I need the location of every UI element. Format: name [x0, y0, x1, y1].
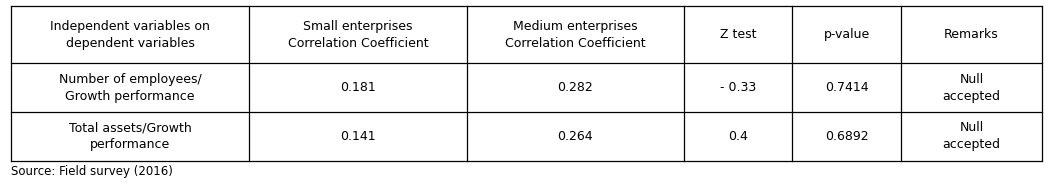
Text: 0.7414: 0.7414 [825, 81, 869, 94]
Text: Independent variables on
dependent variables: Independent variables on dependent varia… [50, 20, 209, 50]
Text: - 0.33: - 0.33 [720, 81, 756, 94]
Text: 0.4: 0.4 [728, 130, 748, 143]
Text: 0.141: 0.141 [341, 130, 376, 143]
Text: Total assets/Growth
performance: Total assets/Growth performance [69, 121, 191, 151]
Text: Small enterprises
Correlation Coefficient: Small enterprises Correlation Coefficien… [288, 20, 428, 50]
Text: 0.282: 0.282 [558, 81, 594, 94]
Text: Null
accepted: Null accepted [943, 73, 1001, 103]
Text: Medium enterprises
Correlation Coefficient: Medium enterprises Correlation Coefficie… [505, 20, 645, 50]
Text: Source: Field survey (2016): Source: Field survey (2016) [11, 165, 172, 178]
Text: 0.264: 0.264 [558, 130, 594, 143]
Text: Null
accepted: Null accepted [943, 121, 1001, 151]
Text: Remarks: Remarks [944, 28, 999, 41]
Text: 0.181: 0.181 [341, 81, 376, 94]
Text: 0.6892: 0.6892 [825, 130, 869, 143]
Text: p-value: p-value [823, 28, 870, 41]
Text: Number of employees/
Growth performance: Number of employees/ Growth performance [58, 73, 201, 103]
Text: Z test: Z test [719, 28, 756, 41]
